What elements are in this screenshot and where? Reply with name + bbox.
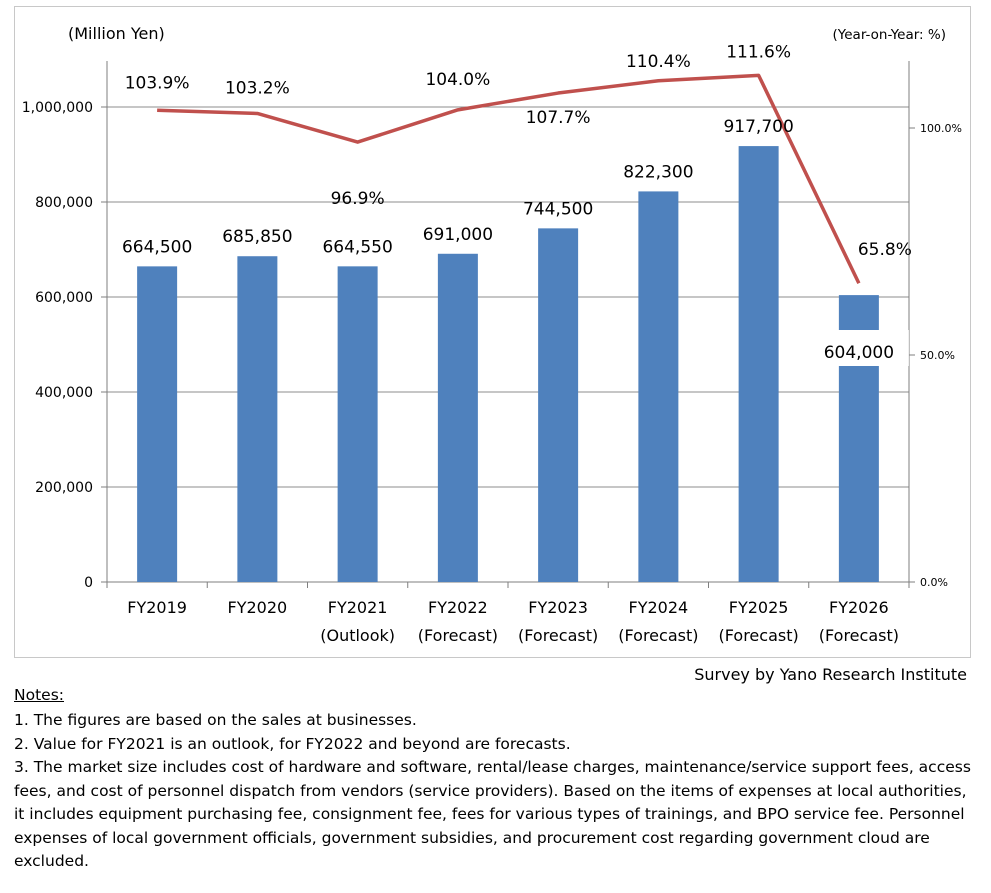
left-axis-tick-label: 400,000 [35,385,93,401]
bar-value-label: 744,500 [523,199,593,219]
bar-fy2020 [237,256,278,582]
left-axis-tick-label: 600,000 [35,290,93,306]
bar-fy2025 [738,146,779,582]
bar-fy2019 [137,266,178,582]
survey-credit: Survey by Yano Research Institute [694,665,967,684]
yoy-value-label: 96.9% [331,189,385,209]
x-tick-sublabel: (Forecast) [719,626,799,645]
yoy-value-label: 107.7% [526,108,591,128]
x-tick-label: FY2026 [829,598,889,617]
x-tick-label: FY2019 [127,598,187,617]
bar-value-label: 917,700 [723,117,793,137]
bar-value-label: 822,300 [623,162,693,182]
note-item: 2. Value for FY2021 is an outlook, for F… [14,734,571,753]
x-tick-sublabel: (Forecast) [418,626,498,645]
right-axis-label: (Year-on-Year: %) [833,27,946,43]
bar-fy2022 [437,253,478,582]
left-axis-tick-label: 1,000,000 [22,100,93,116]
left-axis-tick-label: 200,000 [35,480,93,496]
bar-value-label: 691,000 [423,225,493,245]
bar-fy2024 [638,191,679,582]
yoy-line [157,73,861,285]
x-tick-sublabel: (Outlook) [320,626,395,645]
yoy-value-label: 103.2% [225,78,290,98]
market-size-chart: 0 200,000 400,000 600,000 800,000 1,000,000 0.… [22,24,962,645]
bar-value-label: 664,500 [122,237,192,257]
bar-fy2023 [538,228,579,583]
x-tick-label: FY2021 [328,598,388,617]
note-item: 3. The market size includes cost of hard… [14,758,971,870]
chart-frame [14,6,971,658]
left-axis-tick-label: 0 [84,575,93,591]
yoy-value-label: 104.0% [425,70,490,90]
bar-value-label: 604,000 [824,343,894,363]
bar-fy2021 [337,266,378,582]
x-tick-label: FY2022 [428,598,488,617]
x-tick-label: FY2025 [729,598,789,617]
notes-list: 1. The figures are based on the sales at… [14,709,974,874]
x-tick-label: FY2024 [629,598,689,617]
left-axis-tick-label: 800,000 [35,195,93,211]
bar-value-label: 685,850 [222,227,292,247]
x-tick-sublabel: (Forecast) [518,626,598,645]
left-axis-label: (Million Yen) [68,24,165,43]
right-axis-tick-label: 50.0% [920,349,955,362]
x-tick-sublabel: (Forecast) [819,626,899,645]
x-tick-label: FY2023 [528,598,588,617]
right-axis-tick-label: 100.0% [920,122,962,135]
note-item: 1. The figures are based on the sales at… [14,711,417,729]
x-tick-sublabel: (Forecast) [618,626,698,645]
notes-heading: Notes: [14,686,64,704]
yoy-value-label: 110.4% [626,52,691,72]
bar-label-background [808,330,909,366]
right-axis-tick-label: 0.0% [920,576,948,589]
x-tick-label: FY2020 [228,598,288,617]
yoy-value-label: 111.6% [726,42,791,62]
bar-value-label: 664,550 [322,237,392,257]
yoy-value-label: 65.8% [858,240,912,260]
yoy-value-label: 103.9% [125,73,190,93]
